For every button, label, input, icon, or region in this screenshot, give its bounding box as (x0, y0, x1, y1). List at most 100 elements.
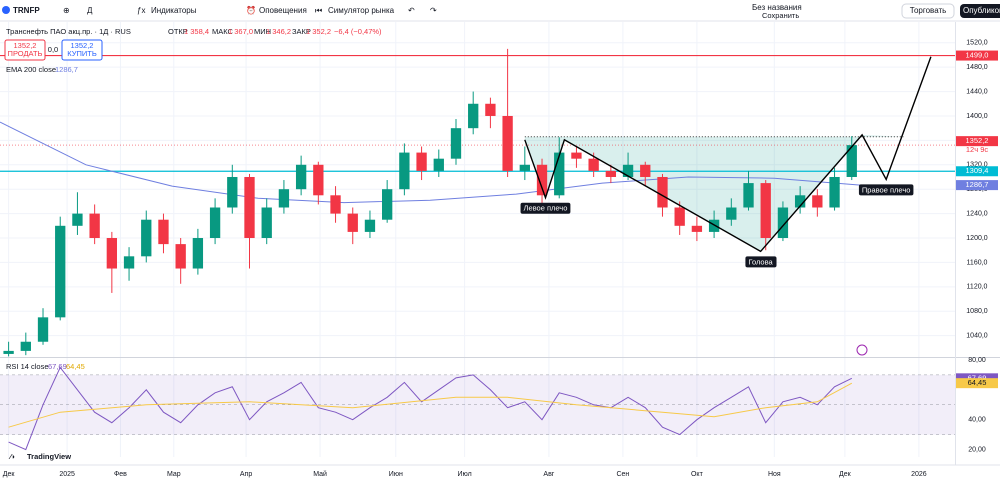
candle-body (175, 244, 186, 269)
candle-body (295, 164, 307, 190)
candle-body (536, 164, 548, 196)
sell-price: 1352,2 (14, 41, 37, 50)
y-tick-label: 1520,0 (966, 40, 988, 47)
close-value: 1 352,2 (306, 27, 331, 36)
candle-body (812, 195, 823, 208)
pattern-label: Голова (748, 257, 773, 266)
level-label-bg (956, 50, 998, 61)
interval[interactable]: Д (87, 6, 93, 15)
ema-legend-value: 1286,7 (55, 65, 78, 74)
candle-body (708, 219, 720, 232)
candle-body (502, 115, 513, 171)
candle-body (313, 164, 324, 196)
candle-body (622, 164, 634, 177)
candle-body (141, 219, 152, 257)
legend-title: Транснефть ПАО акц.пр. · 1Д · RUS (6, 27, 131, 36)
rsi-tick-label: 40,00 (968, 417, 986, 424)
x-tick-label: Дек (839, 471, 852, 478)
candle-body (760, 183, 771, 239)
y-tick-label: 1240,0 (966, 210, 988, 217)
candle-body (605, 170, 617, 177)
buy-label: КУПИТЬ (67, 49, 97, 58)
close-label: ЗАКР (292, 27, 311, 36)
trade-label: Торговать (910, 6, 947, 15)
alerts[interactable]: Оповещения (259, 6, 307, 15)
y-tick-label: 1080,0 (966, 308, 988, 315)
y-tick-label: 1120,0 (967, 284, 988, 291)
x-tick-label: Дек (3, 471, 16, 478)
x-tick-label: Июн (389, 471, 403, 478)
candle-body (209, 207, 221, 239)
candle-body (433, 158, 444, 171)
publish-button[interactable] (960, 4, 1000, 18)
add-symbol[interactable]: ⊕ (63, 6, 70, 15)
y-tick-label: 1160,0 (967, 259, 988, 266)
symbol-icon[interactable] (2, 6, 10, 14)
ema-line (0, 121, 861, 204)
candle-body (123, 256, 135, 269)
pattern-label: Левое плечо (524, 204, 568, 213)
pattern-label-bg (520, 202, 571, 214)
low-label: МИН (254, 27, 271, 36)
candle-body (192, 238, 204, 269)
candle-body (106, 238, 118, 269)
candle-body (382, 189, 393, 220)
y-tick-label: 1320,0 (966, 162, 988, 169)
flash-icon[interactable] (856, 344, 868, 356)
high-label: МАКС (212, 27, 234, 36)
x-tick-label: Фев (114, 471, 127, 478)
x-tick-label: Июл (457, 471, 471, 478)
y-tick-label: 1480,0 (966, 64, 988, 71)
rsi-ma-legend-value: 64,45 (66, 362, 85, 371)
symbol[interactable]: TRNFP (13, 6, 40, 15)
price-pane (0, 22, 955, 357)
candle-body (829, 176, 840, 208)
replay[interactable]: Симулятор рынка (328, 6, 395, 15)
x-tick-label: 2025 (59, 471, 75, 478)
candle-body (399, 152, 410, 190)
y-tick-label: 1200,0 (966, 235, 988, 242)
candle-body (777, 207, 789, 239)
candle-body (571, 152, 582, 159)
candle-body (20, 341, 31, 351)
ema-label-bg (956, 180, 998, 191)
candle-body (278, 189, 290, 208)
redo[interactable]: ↷ (430, 6, 437, 15)
indicators-icon[interactable]: ƒx (137, 6, 145, 15)
candle-body (794, 195, 806, 208)
alerts-icon[interactable]: ⏰ (246, 5, 256, 15)
buy-button[interactable] (61, 39, 103, 61)
candle-body (726, 207, 737, 220)
layout-name[interactable]: Без названия (752, 3, 802, 12)
sell-button[interactable] (4, 39, 46, 61)
candle-body (554, 152, 565, 196)
rsi-legend-value: 67,69 (48, 362, 67, 371)
candle-body (158, 219, 169, 245)
x-tick-label: Окт (691, 471, 704, 478)
candle-body (347, 213, 358, 232)
price-countdown: 12ч 9с (966, 145, 989, 154)
candle-body (89, 213, 100, 239)
candle-body (640, 164, 651, 177)
buy-price: 1352,2 (71, 41, 94, 50)
logo-mark: ⁄◗ (8, 452, 16, 461)
replay-icon[interactable]: ⏮ (315, 6, 322, 15)
rsi-pane (0, 358, 955, 457)
open-value: 1 358,4 (184, 27, 209, 36)
level-label-bg (956, 166, 998, 177)
x-tick-label: Авг (543, 471, 554, 478)
rsi-value-label: 67,69 (968, 373, 987, 382)
layout-status: Сохранить (762, 11, 799, 20)
candle-body (846, 145, 857, 177)
indicators[interactable]: Индикаторы (151, 6, 197, 15)
undo[interactable]: ↶ (408, 6, 415, 15)
candle-body (450, 128, 462, 159)
candle-body (519, 164, 530, 171)
candle-body (37, 317, 49, 342)
x-tick-label: Ноя (768, 471, 781, 478)
trade-button[interactable] (901, 3, 955, 19)
ema-label: 1286,7 (966, 180, 989, 189)
candle-body (468, 103, 479, 129)
pattern-line (524, 56, 932, 253)
